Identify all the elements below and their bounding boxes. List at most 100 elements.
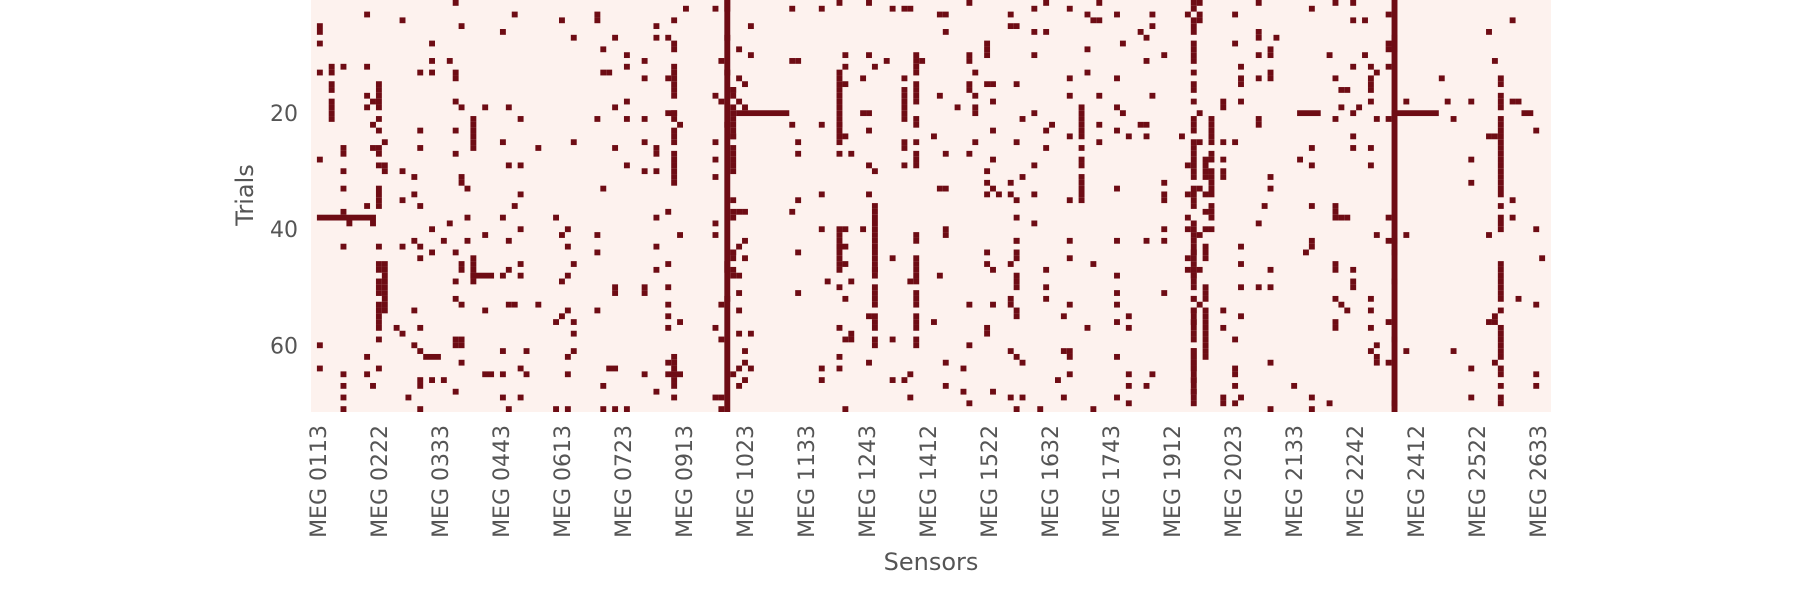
bad-cell bbox=[458, 336, 465, 343]
bad-cell bbox=[1497, 145, 1504, 151]
bad-cell bbox=[1078, 145, 1085, 151]
bad-cell bbox=[1114, 11, 1120, 18]
bad-cell bbox=[1084, 11, 1091, 18]
bad-cell bbox=[1255, 220, 1262, 227]
bad-cell bbox=[789, 208, 796, 215]
bad-cell bbox=[553, 406, 559, 412]
x-tick-label: MEG 2522 bbox=[1466, 425, 1491, 538]
bad-cell bbox=[730, 197, 737, 204]
bad-cell bbox=[712, 394, 719, 401]
bad-cell bbox=[1013, 307, 1020, 314]
bad-cell bbox=[559, 232, 565, 238]
bad-cell bbox=[1096, 0, 1103, 6]
bad-cell bbox=[966, 58, 973, 64]
bad-cell bbox=[375, 81, 382, 88]
bad-cell bbox=[1238, 63, 1244, 70]
bad-cell bbox=[499, 272, 506, 279]
bad-cell bbox=[931, 319, 937, 325]
bad-cell bbox=[742, 348, 748, 354]
bad-cell bbox=[984, 52, 991, 59]
bad-cell bbox=[482, 307, 489, 314]
bad-cell bbox=[1208, 174, 1215, 180]
bad-cell bbox=[594, 232, 601, 238]
bad-cell bbox=[381, 301, 388, 308]
bad-cell bbox=[901, 75, 908, 82]
bad-cell bbox=[1238, 98, 1244, 105]
bad-cell bbox=[1208, 185, 1215, 192]
bad-cell bbox=[440, 237, 447, 244]
bad-cell bbox=[499, 394, 506, 401]
bad-cell bbox=[836, 255, 843, 262]
bad-cell bbox=[871, 284, 878, 291]
bad-cell bbox=[942, 11, 949, 18]
bad-cell bbox=[1184, 214, 1191, 221]
bad-cell bbox=[1190, 365, 1197, 372]
bad-cell bbox=[417, 127, 424, 134]
bad-cell bbox=[1491, 133, 1498, 140]
bad-cell bbox=[1497, 203, 1504, 209]
bad-cell bbox=[570, 34, 577, 41]
y-tick-label: 60 bbox=[270, 334, 298, 359]
bad-cell bbox=[370, 382, 376, 389]
bad-cell bbox=[1208, 168, 1215, 175]
bad-cell bbox=[1190, 249, 1197, 256]
bad-cell bbox=[730, 104, 737, 111]
bad-cell bbox=[836, 150, 843, 157]
bad-cell bbox=[375, 313, 382, 320]
bad-cell bbox=[1238, 81, 1244, 88]
bad-cell bbox=[1291, 382, 1298, 389]
bad-cell bbox=[966, 150, 973, 157]
bad-cell bbox=[1338, 87, 1345, 93]
bad-cell bbox=[458, 301, 465, 308]
bad-cell bbox=[1114, 301, 1120, 308]
bad-cell bbox=[446, 58, 453, 64]
bad-cell bbox=[866, 359, 872, 366]
bad-cell bbox=[1497, 266, 1504, 273]
bad-cell bbox=[1078, 162, 1085, 169]
bad-cell bbox=[1497, 278, 1504, 285]
bad-cell bbox=[842, 336, 849, 343]
bad-cell bbox=[942, 382, 949, 389]
bad-cell bbox=[623, 116, 630, 122]
bad-cell bbox=[866, 52, 872, 59]
bad-cell bbox=[972, 139, 979, 146]
bad-cell bbox=[1078, 121, 1085, 128]
bad-cell bbox=[1096, 139, 1103, 146]
bad-cell bbox=[824, 278, 831, 285]
bad-cell bbox=[1007, 295, 1014, 302]
bad-cell bbox=[381, 307, 388, 314]
bad-cell bbox=[1255, 29, 1262, 35]
bad-cell bbox=[795, 150, 802, 157]
bad-cell bbox=[907, 371, 914, 378]
bad-cell bbox=[564, 243, 571, 250]
bad-cell bbox=[913, 336, 920, 343]
bad-cell bbox=[913, 301, 920, 308]
bad-cell bbox=[871, 290, 878, 296]
bad-cell bbox=[1533, 382, 1540, 389]
bad-cell bbox=[966, 0, 973, 6]
bad-cell bbox=[1509, 197, 1516, 204]
bad-cell bbox=[470, 127, 477, 134]
bad-cell bbox=[1497, 174, 1504, 180]
bad-cell bbox=[499, 139, 506, 146]
bad-cell bbox=[883, 58, 890, 64]
bad-cell bbox=[417, 255, 424, 262]
bad-cell bbox=[1308, 145, 1315, 151]
bad-cell bbox=[665, 261, 672, 267]
bad-cell bbox=[505, 266, 512, 273]
bad-cell bbox=[364, 11, 371, 18]
bad-cell bbox=[1137, 121, 1144, 128]
bad-cell bbox=[913, 255, 920, 262]
bad-cell bbox=[612, 290, 619, 296]
bad-cell bbox=[1497, 342, 1504, 349]
bad-cell bbox=[1114, 104, 1120, 111]
bad-cell bbox=[1013, 313, 1020, 320]
bad-cell bbox=[671, 377, 678, 383]
bad-cell bbox=[381, 284, 388, 291]
bad-cell bbox=[1190, 17, 1197, 24]
bad-cell bbox=[375, 116, 382, 122]
bad-cell bbox=[1190, 116, 1197, 122]
bad-cell bbox=[671, 81, 678, 88]
bad-cell bbox=[1078, 116, 1085, 122]
bad-cell bbox=[364, 63, 371, 70]
